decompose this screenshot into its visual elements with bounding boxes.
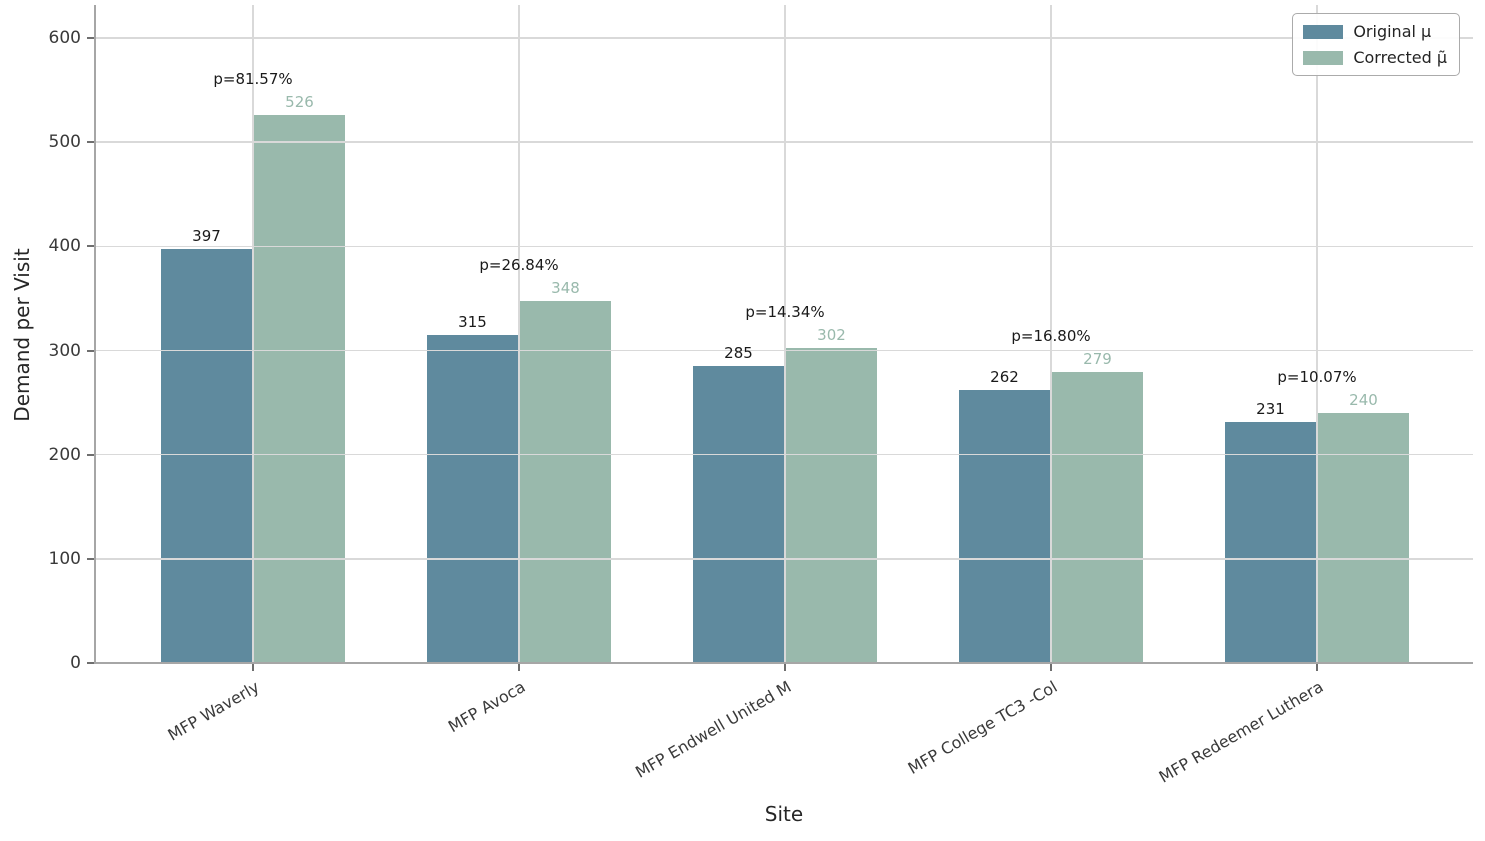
bar-original (161, 249, 252, 663)
bar-value-label: 315 (458, 312, 487, 331)
legend-label-original: Original μ (1353, 22, 1432, 41)
pct-annotation: p=26.84% (479, 255, 559, 274)
x-tick-label: MFP Avoca (444, 677, 529, 737)
x-tick-label: MFP Endwell United M (632, 677, 795, 782)
bar-value-label: 397 (192, 227, 221, 246)
pct-annotation: p=81.57% (213, 70, 293, 89)
legend-swatch-original (1303, 24, 1344, 39)
legend-swatch-corrected (1303, 50, 1344, 65)
bar-original (427, 334, 518, 663)
gridline-vertical (518, 5, 520, 663)
y-tick-label: 600 (48, 28, 81, 48)
y-tick-mark (87, 141, 94, 144)
gridline-horizontal (95, 141, 1473, 143)
bar-value-label: 262 (990, 368, 1019, 387)
y-tick-mark (87, 37, 94, 39)
bar-corrected (1052, 372, 1143, 663)
bar-corrected (786, 348, 877, 663)
bar-value-label: 285 (724, 344, 753, 363)
gridline-horizontal (95, 37, 1473, 39)
y-axis-label: Demand per Visit (10, 248, 34, 422)
x-tick-label: MFP Redeemer Luthera (1155, 677, 1327, 787)
legend: Original μ Corrected μ̃ (1292, 13, 1460, 76)
pct-annotation: p=16.80% (1011, 327, 1091, 346)
x-axis-spine (95, 662, 1473, 664)
legend-label-corrected: Corrected μ̃ (1353, 48, 1447, 67)
bar-corrected (1318, 413, 1409, 663)
x-tick-mark (518, 664, 520, 671)
gridline-horizontal (95, 453, 1473, 456)
x-tick-mark (1316, 664, 1318, 671)
x-tick-mark (784, 664, 786, 671)
gridline-horizontal (95, 349, 1473, 352)
bar-corrected (254, 115, 345, 663)
gridline-vertical (1316, 5, 1318, 663)
bar-value-label: 240 (1349, 391, 1378, 409)
x-axis-label: Site (764, 802, 804, 826)
y-tick-label: 300 (48, 340, 81, 361)
x-tick-label: MFP College TC3 -Col (904, 677, 1061, 778)
x-tick-mark (1050, 664, 1052, 671)
y-tick-mark (87, 245, 94, 248)
bar-original (693, 366, 784, 663)
y-tick-label: 400 (48, 236, 81, 257)
bar-value-label: 348 (551, 278, 580, 297)
legend-item-original: Original μ (1303, 22, 1447, 41)
pct-annotation: p=10.07% (1277, 368, 1357, 386)
gridline-vertical (784, 5, 786, 663)
y-tick-mark (87, 557, 94, 560)
bar-original (959, 390, 1050, 663)
bar-value-label: 526 (285, 93, 314, 112)
gridline-horizontal (95, 558, 1473, 560)
y-tick-label: 500 (48, 132, 81, 153)
pct-annotation: p=14.34% (745, 303, 825, 322)
gridline-horizontal (95, 245, 1473, 248)
bar-value-label: 302 (817, 326, 846, 345)
y-axis-spine (94, 5, 96, 664)
y-tick-mark (87, 662, 94, 664)
bar-value-label: 231 (1256, 400, 1285, 419)
y-tick-mark (87, 453, 94, 456)
bar-corrected (520, 300, 611, 663)
bar-value-label: 279 (1083, 350, 1112, 369)
y-tick-label: 100 (48, 548, 81, 569)
x-tick-mark (252, 664, 254, 671)
bar-original (1225, 422, 1316, 663)
y-tick-label: 200 (48, 444, 81, 465)
y-tick-mark (87, 349, 94, 352)
gridline-vertical (252, 5, 254, 663)
gridline-vertical (1050, 5, 1052, 663)
legend-item-corrected: Corrected μ̃ (1303, 48, 1447, 67)
x-tick-label: MFP Waverly (164, 677, 263, 745)
y-tick-label: 0 (70, 653, 81, 673)
